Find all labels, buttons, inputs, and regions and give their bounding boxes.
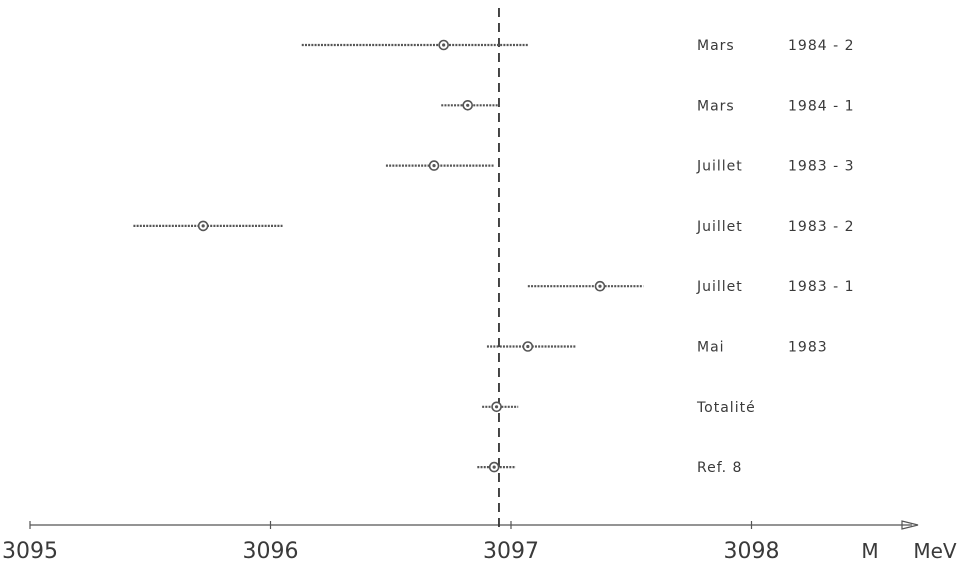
data-point-center [201,224,205,228]
data-point-center [598,284,602,288]
data-point-center [432,164,436,168]
row-label-year: 1983 - 1 [788,279,855,295]
row-label-year: 1983 - 3 [788,159,855,175]
row-label-year: 1984 - 1 [788,98,855,114]
row-label-period: Juillet [696,159,743,175]
x-tick-label: 3095 [2,539,58,564]
row-label-year: 1983 - 2 [788,219,855,235]
x-axis-label: M [861,539,878,563]
row-label-period: Mai [697,340,725,356]
x-axis-arrow-icon [901,520,919,530]
data-point-center [466,103,470,107]
row-label-period: Juillet [696,219,743,235]
row-label-year: 1984 - 2 [788,38,855,54]
x-tick-label: 3096 [243,539,299,564]
data-point-center [492,465,496,469]
data-point-center [442,43,446,47]
x-tick-label: 3097 [483,539,539,564]
row-label-year: 1983 [788,340,828,356]
row-label-period: Totalité [696,400,756,416]
row-label-period: Mars [697,98,735,114]
row-labels: Mars 1984 - 2 Mars 1984 - 1 Juillet 1983 - 3 J… [696,38,855,476]
row-label-period: Mars [697,38,735,54]
x-axis-unit: MeV [913,539,957,563]
data-rows [133,39,644,473]
data-point-center [494,405,499,409]
data-point-center [526,344,530,349]
x-tick-label: 3098 [724,539,780,564]
row-label-period: Ref. 8 [697,460,742,476]
x-axis: 3095 3096 3097 3098 M MeV [2,520,957,564]
row-label-period: Juillet [696,279,743,295]
